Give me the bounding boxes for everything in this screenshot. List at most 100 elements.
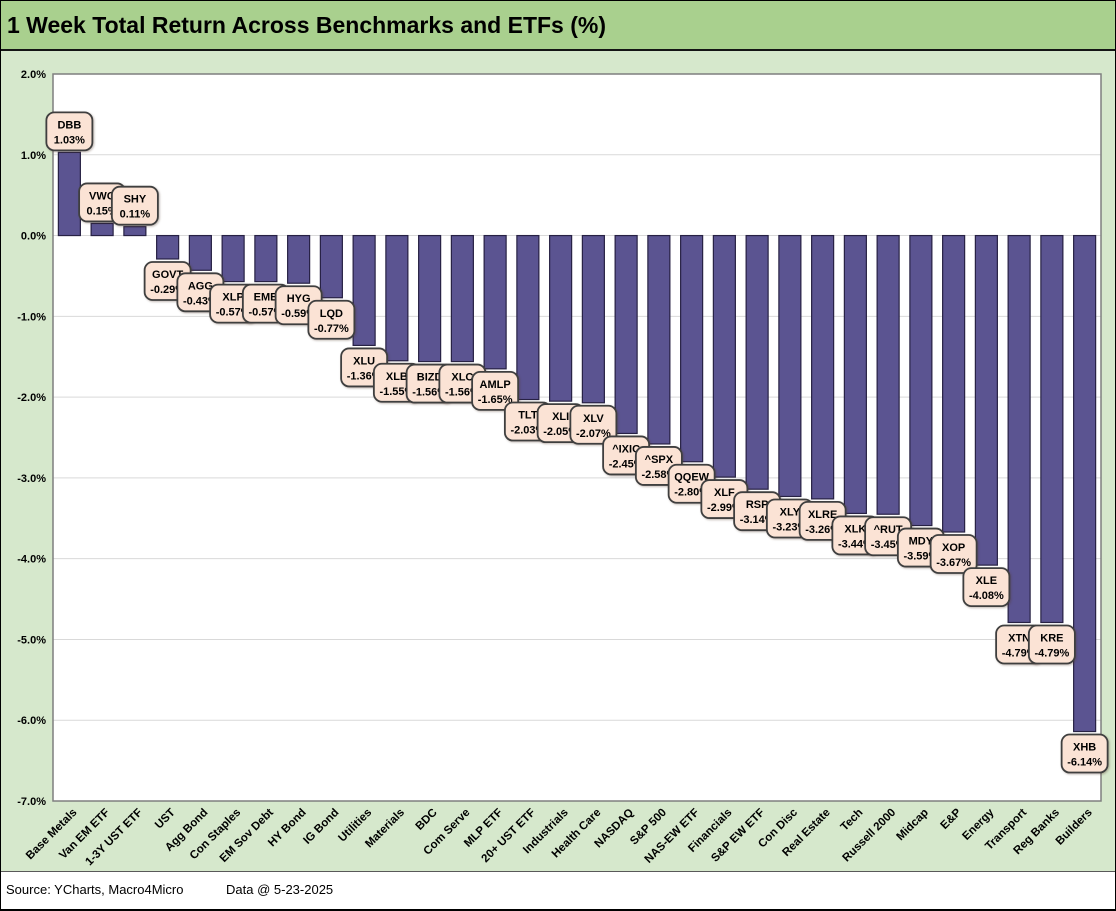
bar-chart: 2.0% 1.0% 0.0% -1.0% -2.0% -3.0% -4.0% -5.0% -6.… [17, 69, 1109, 869]
bar-callout: XLE -4.08% [962, 567, 1011, 608]
ticker-label: XLI [552, 411, 569, 423]
bar [647, 234, 671, 445]
y-tick-label: -5.0% [17, 634, 46, 646]
ticker-label: VWO [89, 190, 116, 202]
y-tick-label: -4.0% [17, 554, 46, 566]
value-label: 0.15% [87, 205, 118, 217]
ticker-label: HYG [287, 293, 311, 305]
bar [1073, 234, 1097, 733]
bar [57, 151, 81, 237]
bar [221, 234, 245, 283]
y-tick-label: 2.0% [21, 69, 46, 81]
value-label: -6.14% [1067, 757, 1102, 769]
bar [188, 234, 212, 271]
ticker-label: XOP [942, 542, 965, 554]
y-tick-label: -3.0% [17, 473, 46, 485]
ticker-label: XLF [714, 487, 735, 499]
value-label: -4.08% [969, 590, 1004, 602]
bar [614, 234, 638, 435]
ticker-label: XLB [386, 371, 408, 383]
bar [254, 234, 278, 283]
ticker-label: XLRE [808, 509, 837, 521]
bar [680, 234, 704, 463]
bar [1007, 234, 1031, 624]
bar-callout: SHY 0.11% [110, 185, 159, 226]
value-label: 0.11% [120, 209, 151, 221]
bar [745, 234, 769, 490]
bar [909, 234, 933, 527]
x-tick-label: IG Bond [301, 807, 341, 847]
bar [549, 234, 573, 402]
bar [712, 234, 736, 478]
ticker-label: XLV [583, 413, 604, 425]
ticker-label: XLY [780, 506, 801, 518]
bar [843, 234, 867, 515]
bar-callout: XLV -2.07% [569, 404, 618, 445]
x-tick-label: 1-3Y UST ETF [83, 807, 145, 869]
x-tick-label: Tech [839, 807, 866, 834]
data-date-text: Data @ 5-23-2025 [226, 882, 334, 897]
callout-box [569, 404, 618, 445]
bar-callout: AMLP -1.65% [471, 370, 520, 411]
bar [811, 234, 835, 500]
callout-box [962, 567, 1011, 608]
ticker-label: SHY [124, 194, 147, 206]
callout-box [929, 534, 978, 574]
bar-callout: KRE -4.79% [1027, 624, 1076, 665]
bar [450, 234, 474, 363]
chart-title: 1 Week Total Return Across Benchmarks an… [1, 1, 1115, 51]
callout-box [307, 299, 356, 340]
value-label: -3.67% [936, 557, 971, 569]
bar [385, 234, 409, 362]
value-label: -2.07% [576, 428, 611, 440]
y-tick-label: -6.0% [17, 715, 46, 727]
bar-callout: XHB -6.14% [1060, 733, 1109, 774]
bar [516, 234, 540, 401]
ticker-label: RSP [746, 499, 769, 511]
ticker-label: GOVT [152, 269, 183, 281]
ticker-label: XHB [1073, 742, 1096, 754]
bar [778, 234, 802, 498]
ticker-label: ^SPX [645, 454, 674, 466]
source-text: Source: YCharts, Macro4Micro [6, 882, 184, 897]
y-tick-label: -7.0% [17, 796, 46, 808]
bar [581, 234, 605, 404]
bar [352, 234, 376, 347]
ticker-label: XLP [222, 292, 243, 304]
bar [876, 234, 900, 515]
bar [319, 234, 343, 299]
ticker-label: KRE [1040, 632, 1063, 644]
ticker-label: XLK [844, 523, 866, 535]
y-tick-label: 1.0% [21, 150, 46, 162]
ticker-label: DBB [57, 119, 81, 131]
y-tick-label: -1.0% [17, 311, 46, 323]
y-tick-label: -2.0% [17, 392, 46, 404]
bar-callout: DBB 1.03% [45, 111, 94, 152]
ticker-label: AGG [188, 280, 213, 292]
ticker-label: BIZD [417, 372, 443, 384]
bar [123, 226, 147, 237]
x-tick-label: UST [153, 807, 178, 832]
x-tick-label: Builders [1054, 807, 1095, 848]
ticker-label: XTN [1008, 632, 1030, 644]
bar [287, 234, 311, 284]
bar [974, 234, 998, 566]
ticker-label: AMLP [480, 379, 511, 391]
value-label: -1.65% [478, 394, 513, 406]
ticker-label: XLU [353, 355, 375, 367]
bar [90, 222, 114, 237]
ticker-label: XLE [976, 575, 997, 587]
ticker-label: ^IXIC [612, 443, 640, 455]
bar [942, 234, 966, 533]
value-label: -4.79% [1034, 647, 1069, 659]
callout-box [110, 185, 159, 226]
ticker-label: EMB [254, 292, 279, 304]
callout-box [45, 111, 94, 152]
chart-footer: Source: YCharts, Macro4Micro Data @ 5-23… [1, 871, 1115, 909]
value-label: 1.03% [54, 134, 85, 146]
x-tick-label: E&P [939, 806, 964, 831]
bar-callout: LQD -0.77% [307, 299, 356, 340]
bar [156, 234, 180, 260]
ticker-label: ^RUT [874, 524, 903, 536]
